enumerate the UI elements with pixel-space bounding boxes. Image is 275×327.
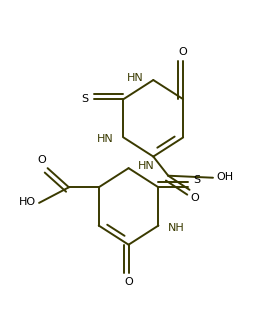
Text: OH: OH [216,172,233,182]
Text: S: S [194,175,201,185]
Text: O: O [38,155,46,165]
Text: HN: HN [97,134,114,145]
Text: HN: HN [127,73,144,83]
Text: NH: NH [168,223,185,232]
Text: HN: HN [138,161,155,171]
Text: O: O [191,193,199,203]
Text: O: O [179,47,188,57]
Text: O: O [124,277,133,287]
Text: S: S [81,94,88,104]
Text: HO: HO [19,197,36,207]
